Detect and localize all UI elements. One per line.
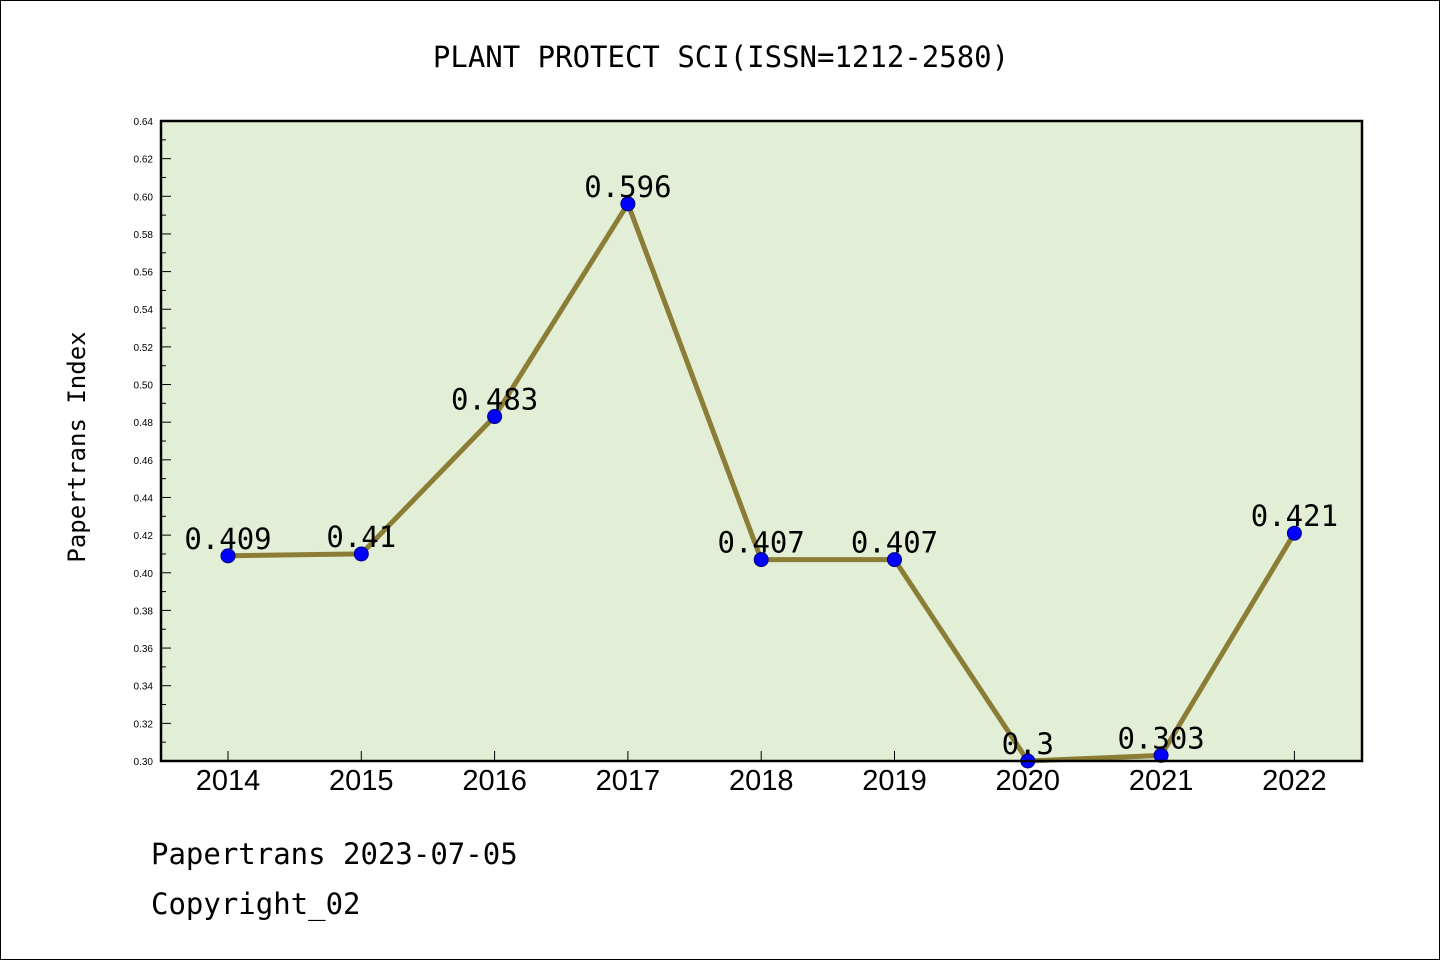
data-point — [753, 552, 769, 568]
data-label: 0.407 — [718, 526, 805, 560]
y-tick-label: 0.42 — [134, 531, 154, 542]
x-tick-label: 2021 — [1129, 765, 1194, 797]
footer-copyright: Copyright_02 — [151, 887, 361, 921]
data-label: 0.303 — [1117, 721, 1204, 755]
data-point — [887, 552, 902, 568]
y-tick-label: 0.64 — [134, 117, 154, 128]
y-axis-label: Papertrans Index — [63, 331, 91, 562]
data-point — [353, 546, 369, 562]
data-label: 0.41 — [326, 520, 396, 554]
data-point — [487, 409, 503, 425]
y-tick-label: 0.34 — [134, 682, 154, 693]
x-tick-label: 2014 — [196, 765, 261, 797]
footer-date: Papertrans 2023-07-05 — [151, 837, 518, 871]
y-tick-label: 0.36 — [134, 644, 154, 655]
x-tick-label: 2018 — [729, 765, 794, 797]
data-label: 0.409 — [184, 522, 271, 556]
y-tick-label: 0.56 — [134, 268, 154, 279]
y-tick-label: 0.30 — [134, 757, 154, 768]
y-tick-label: 0.44 — [134, 493, 154, 504]
y-tick-label: 0.38 — [134, 606, 154, 617]
data-label: 0.421 — [1251, 499, 1338, 533]
data-label: 0.483 — [451, 383, 538, 417]
x-tick-label: 2022 — [1262, 765, 1327, 797]
y-tick-label: 0.60 — [134, 192, 154, 203]
y-tick-label: 0.54 — [134, 305, 154, 316]
plot-area — [161, 121, 1362, 761]
data-label: 0.407 — [851, 526, 938, 560]
data-label: 0.596 — [584, 170, 671, 204]
y-tick-label: 0.32 — [134, 719, 154, 730]
x-axis-ticks: 2014 2015 2016 2017 2018 2019 2020 2021 2022 — [196, 751, 1327, 797]
x-tick-label: 2019 — [862, 765, 927, 797]
y-tick-label: 0.58 — [134, 230, 154, 241]
y-tick-label: 0.50 — [134, 381, 154, 392]
x-tick-label: 2016 — [462, 765, 527, 797]
chart-title: PLANT PROTECT SCI(ISSN=1212-2580) — [433, 40, 1009, 74]
y-tick-label: 0.52 — [134, 343, 154, 354]
data-point — [220, 548, 236, 564]
x-tick-label: 2017 — [596, 765, 661, 797]
x-tick-label: 2020 — [996, 765, 1061, 797]
x-tick-label: 2015 — [329, 765, 394, 797]
y-tick-label: 0.46 — [134, 456, 154, 467]
data-point — [1153, 747, 1169, 763]
y-tick-label: 0.40 — [134, 569, 154, 580]
data-labels: 0.409 0.41 0.483 0.596 0.407 0.407 0.3 0.303 0.4… — [184, 170, 1338, 761]
y-tick-label: 0.48 — [134, 418, 154, 429]
plot-border — [159, 119, 1364, 763]
y-tick-label: 0.62 — [134, 155, 154, 166]
data-label: 0.3 — [1002, 727, 1054, 761]
data-point — [620, 196, 636, 212]
y-axis-ticks: 0.30 0.32 0.34 0.36 0.38 0.40 0.42 0.44 0.46 0.48… — [134, 117, 171, 768]
data-point — [1286, 525, 1302, 541]
